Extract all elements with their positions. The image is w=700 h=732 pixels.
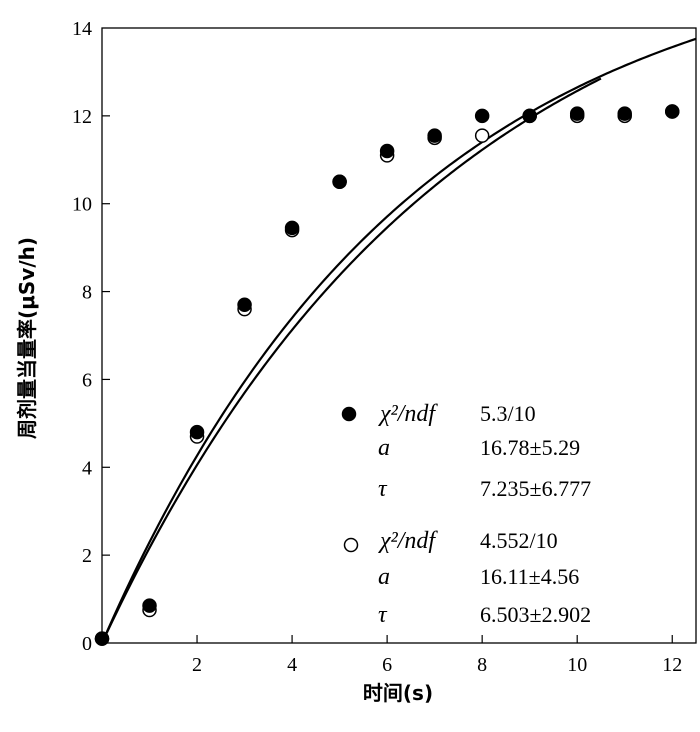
- legend: χ²/ndf 5.3/10 a 16.78±5.29 τ 7.235±6.777…: [341, 401, 591, 628]
- legend-tau-value: 6.503±2.902: [480, 602, 591, 627]
- legend-marker-open: [343, 537, 359, 553]
- data-point-filled: [284, 220, 300, 236]
- y-tick-label: 2: [82, 545, 92, 567]
- data-point-filled: [617, 106, 632, 121]
- data-point-filled: [427, 128, 442, 143]
- legend-chi-value: 5.3/10: [480, 401, 536, 426]
- fit-curves: [100, 37, 697, 644]
- y-tick-label: 8: [82, 282, 92, 304]
- fit-curve-1: [101, 77, 602, 644]
- y-tick-label: 6: [82, 369, 92, 391]
- y-axis-title: 周剂量当量率(μSv/h): [15, 237, 39, 439]
- legend-chi-value: 4.552/10: [480, 528, 558, 553]
- x-axis-title: 时间(s): [363, 681, 433, 705]
- data-point-filled: [569, 106, 585, 121]
- data-point-open: [474, 128, 490, 143]
- legend-tau-label: τ: [378, 602, 388, 628]
- x-tick-label: 10: [567, 654, 587, 676]
- y-tick-label: 4: [82, 457, 92, 479]
- legend-tau-label: τ: [378, 476, 388, 502]
- fit-curve-2: [100, 37, 697, 644]
- legend-a-value: 16.11±4.56: [480, 564, 579, 589]
- data-points: [94, 104, 680, 646]
- legend-a-label: a: [378, 564, 390, 590]
- axis-ticks: 2 4 6 8 10 12 0 2 4 6 8 10 12 14: [72, 18, 682, 676]
- legend-tau-value: 7.235±6.777: [480, 476, 591, 501]
- data-point-filled: [237, 297, 252, 312]
- legend-marker-filled: [341, 406, 357, 422]
- data-point-filled: [142, 598, 157, 613]
- data-point-filled: [664, 104, 680, 119]
- plot-area: [101, 27, 697, 644]
- data-point-filled: [379, 143, 395, 159]
- data-point-filled: [94, 631, 110, 646]
- x-tick-label: 4: [287, 654, 297, 676]
- data-point-filled: [522, 108, 537, 124]
- x-tick-label: 2: [192, 654, 202, 676]
- x-tick-label: 8: [477, 654, 487, 676]
- y-tick-label: 0: [82, 633, 92, 655]
- legend-chi-label: χ²/ndf: [378, 528, 438, 554]
- plot-frame: [101, 27, 697, 644]
- legend-a-value: 16.78±5.29: [480, 435, 580, 460]
- y-tick-label: 10: [72, 194, 92, 216]
- data-point-filled: [189, 424, 205, 440]
- data-point-filled: [474, 108, 490, 124]
- legend-a-label: a: [378, 435, 390, 461]
- y-tick-label: 14: [72, 18, 92, 40]
- x-tick-label: 12: [662, 654, 682, 676]
- legend-chi-label: χ²/ndf: [378, 401, 438, 427]
- data-point-filled: [332, 174, 347, 189]
- x-tick-label: 6: [382, 654, 392, 676]
- y-tick-label: 12: [72, 106, 92, 128]
